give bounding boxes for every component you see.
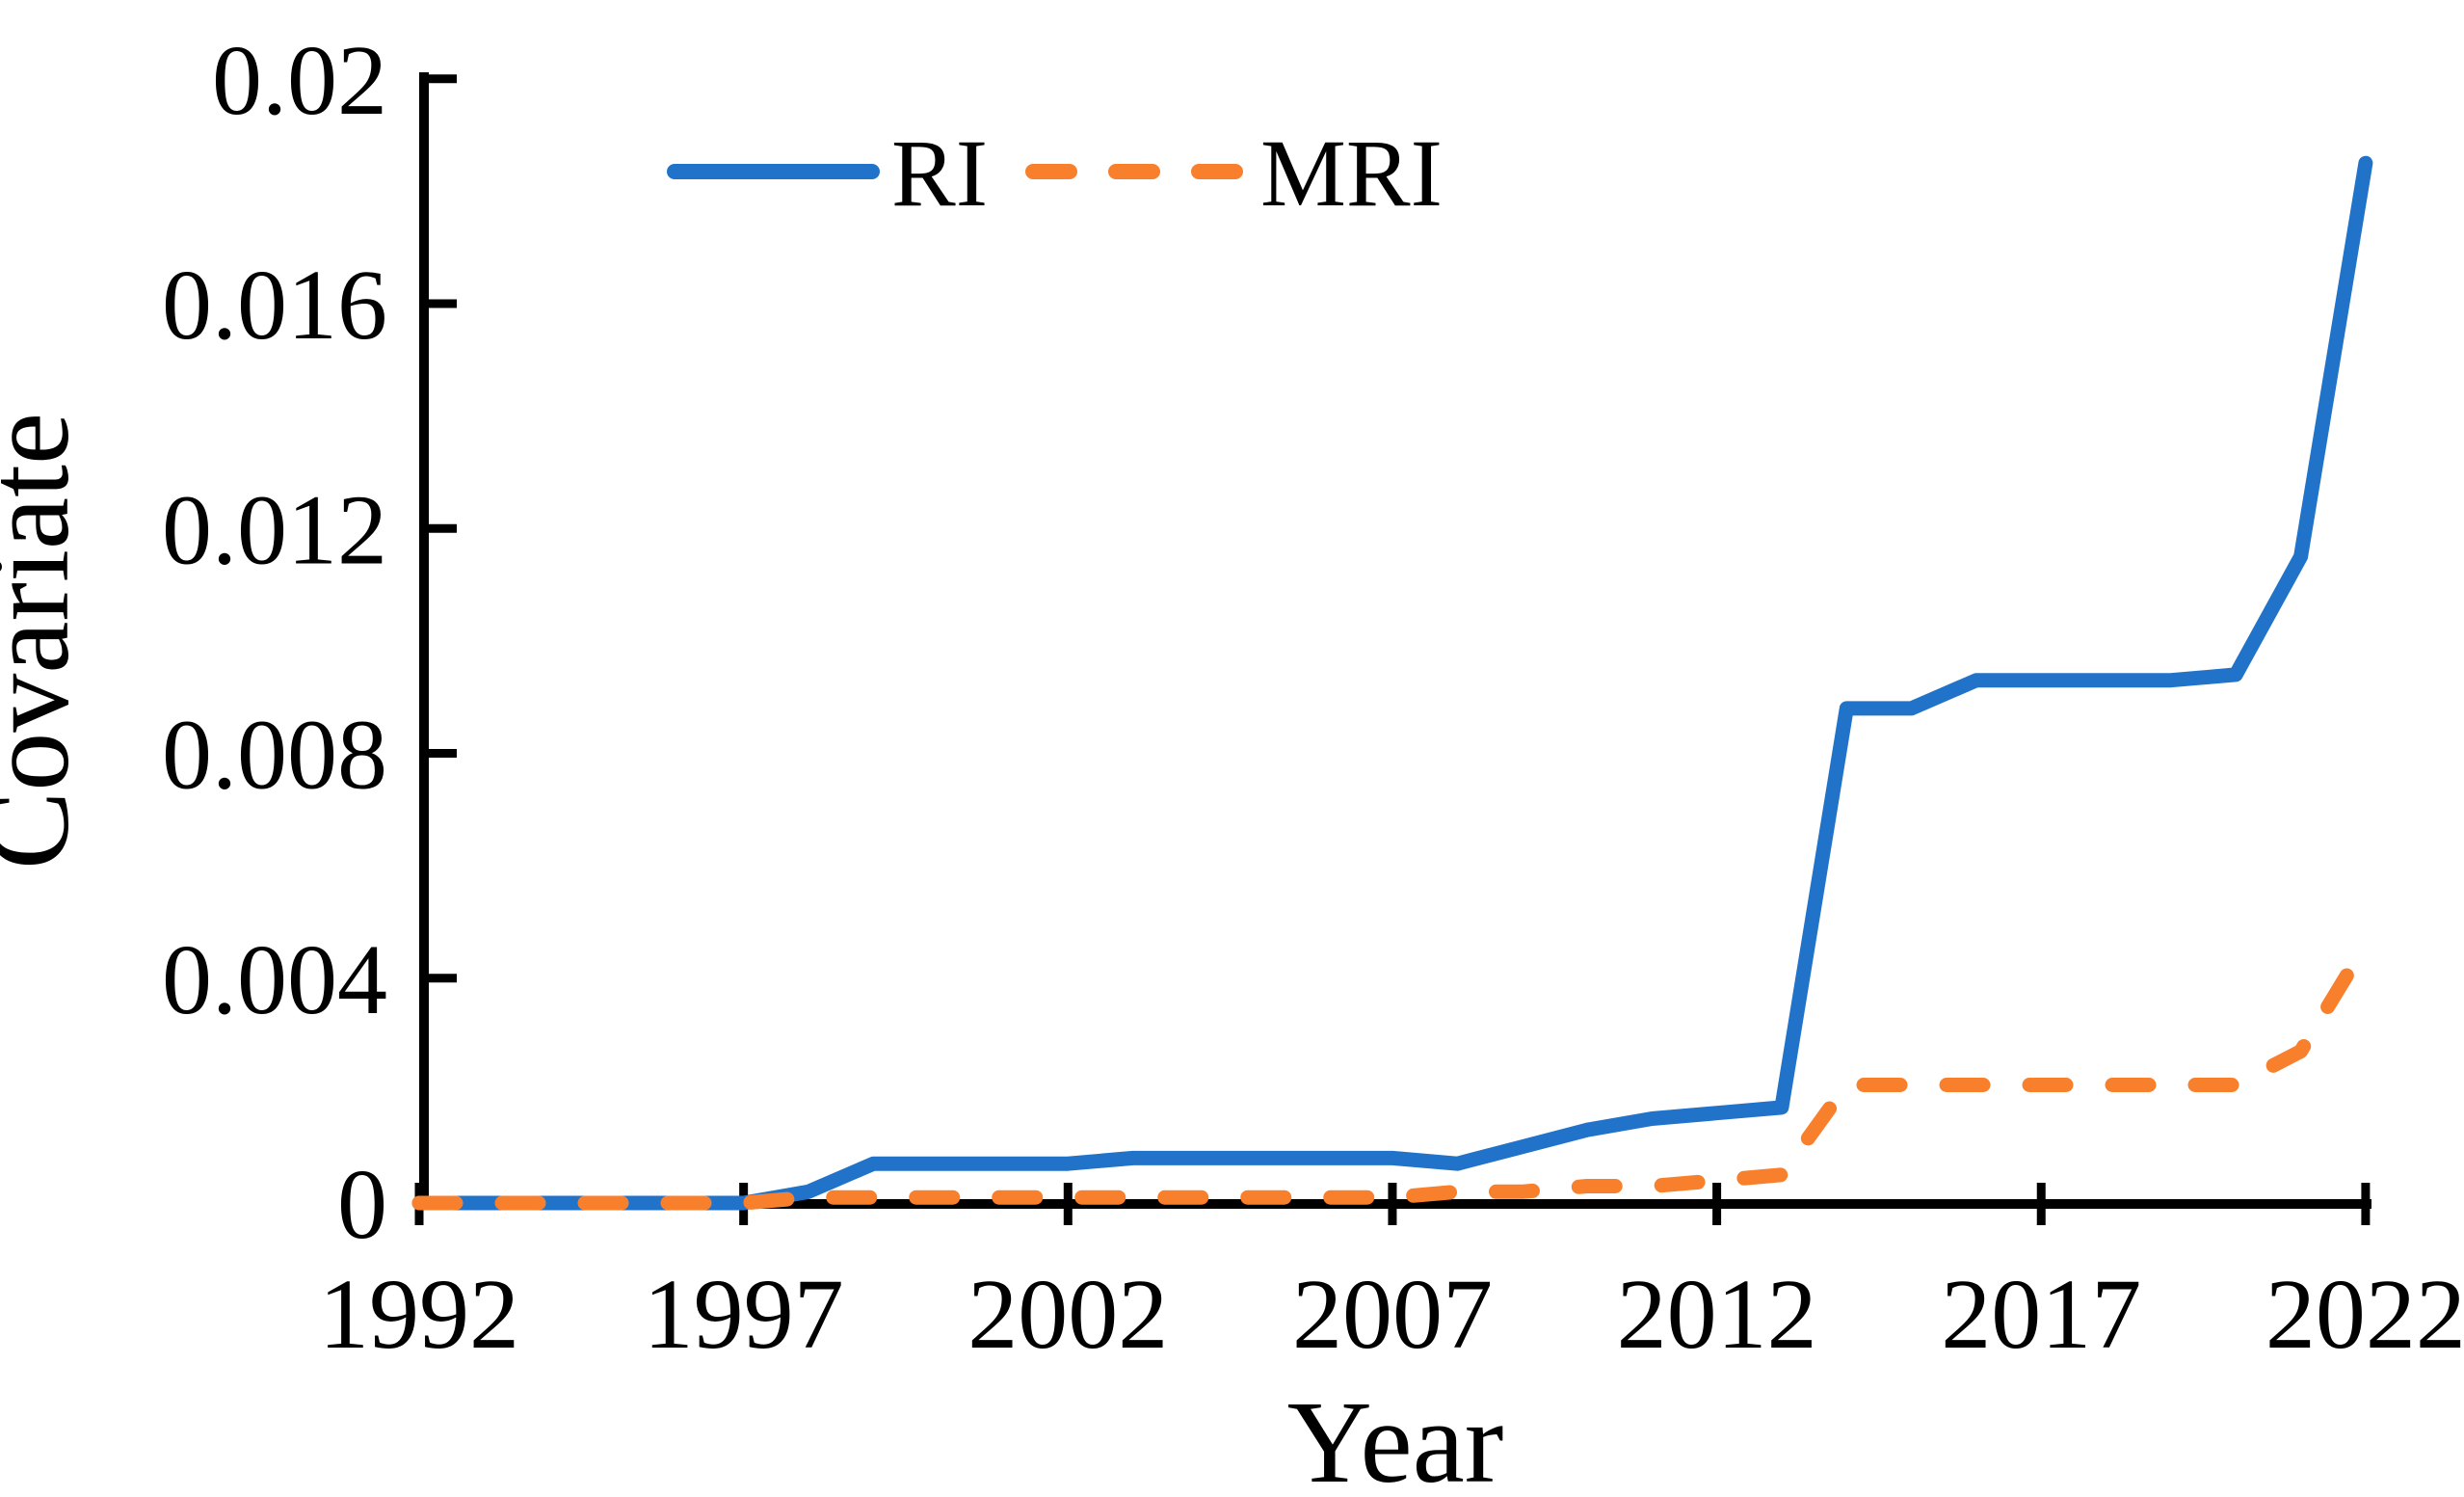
x-tick-label: 2017 bbox=[1941, 1259, 2141, 1370]
legend-mri-label: MRI bbox=[1260, 120, 1443, 227]
x-tick-label: 2002 bbox=[967, 1259, 1168, 1370]
x-axis-title: Year bbox=[1287, 1377, 1504, 1497]
axes bbox=[414, 72, 2371, 1225]
data-series bbox=[411, 155, 2373, 1211]
y-tick-label: 0.012 bbox=[162, 474, 387, 585]
x-tick-label: 1992 bbox=[319, 1259, 519, 1370]
y-tick-label: 0.004 bbox=[162, 924, 387, 1035]
y-axis-title: Covariate bbox=[0, 413, 93, 869]
x-tick-label: 2007 bbox=[1292, 1259, 1493, 1370]
x-tick-label: 2022 bbox=[2265, 1259, 2464, 1370]
series-line-mri bbox=[411, 937, 2373, 1211]
y-tick-label: 0.016 bbox=[162, 250, 387, 361]
x-tick-label: 1997 bbox=[644, 1259, 844, 1370]
tick-labels: 0 0.004 0.008 0.012 0.016 0.02 1992 1997 2002 200… bbox=[162, 25, 2464, 1370]
legend-ri-label: RI bbox=[891, 120, 988, 227]
y-tick-label: 0 bbox=[337, 1149, 387, 1260]
y-tick-label: 0.008 bbox=[162, 700, 387, 811]
series-line-ri bbox=[411, 155, 2373, 1211]
legend: RI MRI bbox=[667, 120, 1443, 227]
x-tick-label: 2012 bbox=[1617, 1259, 1817, 1370]
y-tick-label: 0.02 bbox=[212, 25, 387, 136]
